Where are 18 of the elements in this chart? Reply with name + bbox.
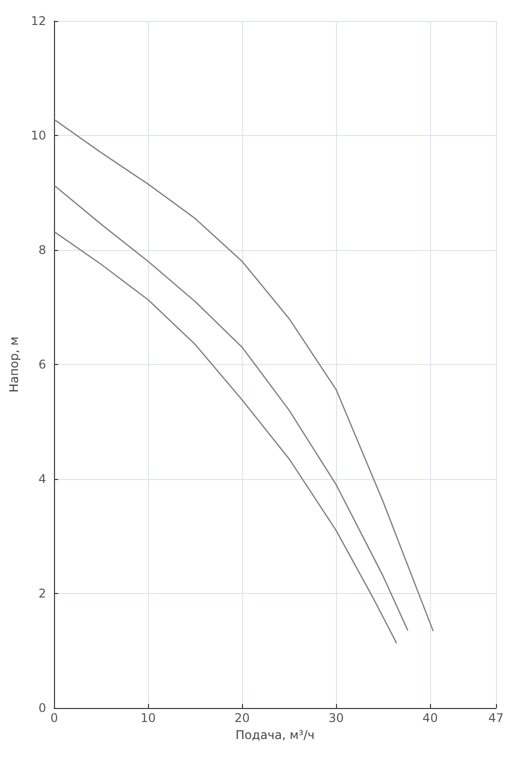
x-tick-label: 10 [140, 711, 156, 725]
y-tick-label: 0 [38, 701, 46, 715]
y-tick-label: 10 [30, 128, 46, 142]
x-tick-label: 40 [422, 711, 438, 725]
y-axis-title: Напор, м [7, 336, 21, 392]
y-tick-label: 4 [38, 472, 46, 486]
line-series [54, 118, 434, 632]
y-tick-label: 12 [30, 14, 46, 28]
x-tick-label: 0 [50, 711, 58, 725]
line-series [54, 231, 397, 644]
x-tick-label: 20 [234, 711, 250, 725]
x-axis-title: Подача, м³/ч [236, 728, 315, 742]
y-tick-label: 2 [38, 586, 46, 600]
y-tick-label: 8 [38, 243, 46, 257]
line-series [54, 184, 408, 631]
y-tick-label: 6 [38, 358, 46, 372]
x-tick-label: 30 [328, 711, 344, 725]
x-tick-label: 47 [488, 711, 504, 725]
